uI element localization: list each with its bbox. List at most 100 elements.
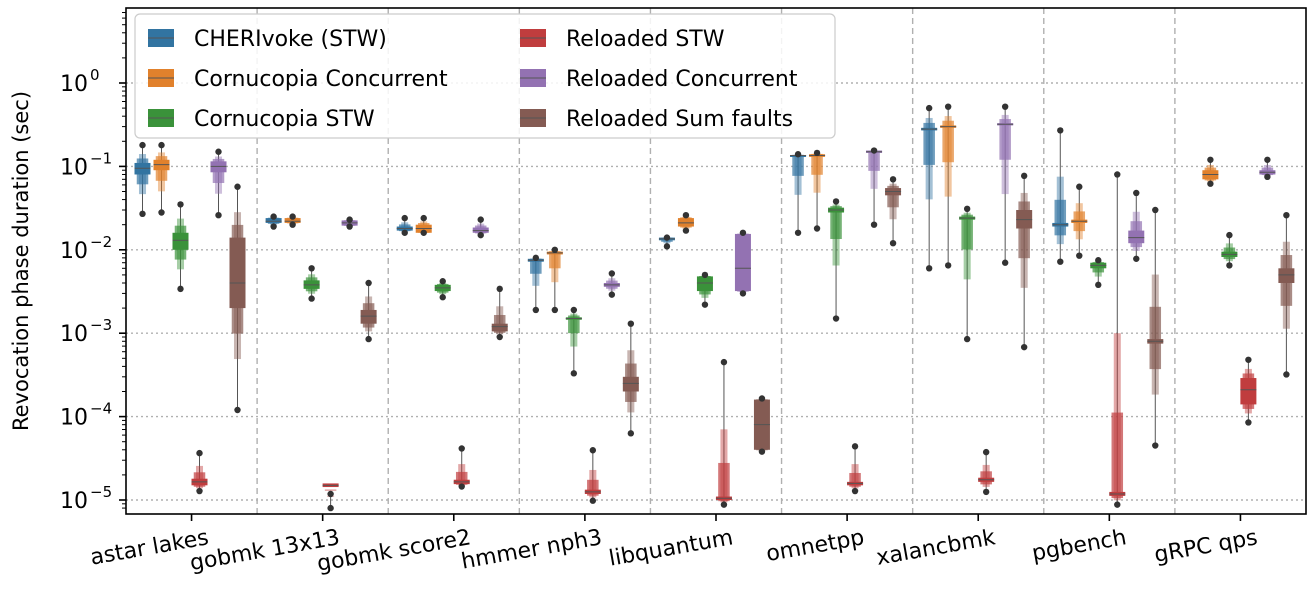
y-tick-label-2: 10 (60, 322, 88, 347)
outlier-min-group-1-series-4 (346, 223, 353, 230)
outlier-min-group-0-series-3 (196, 487, 203, 495)
outlier-min-group-0-series-1 (158, 209, 165, 216)
boxen-mid-group-5-series-0 (792, 154, 804, 176)
boxen-iqr-group-8-series-5 (1278, 268, 1295, 283)
outlier-max-group-6-series-5 (1020, 172, 1028, 180)
outlier-max-group-3-series-4 (608, 270, 616, 277)
boxen-iqr-group-4-series-4 (734, 233, 751, 292)
outlier-min-group-8-series-5 (1283, 371, 1290, 378)
outlier-max-group-6-series-3 (982, 448, 990, 456)
outlier-max-group-2-series-1 (420, 214, 427, 222)
outlier-min-group-2-series-4 (477, 231, 484, 239)
boxen-iqr-group-1-series-5 (360, 309, 377, 324)
outlier-min-group-7-series-0 (1057, 258, 1064, 265)
boxen-mid-group-1-series-3 (324, 489, 337, 491)
boxen-iqr-group-3-series-5 (622, 376, 639, 392)
legend-label-5: Reloaded Sum faults (566, 107, 793, 132)
boxen-iqr-group-4-series-1 (677, 218, 694, 227)
outlier-min-group-4-series-0 (663, 243, 671, 250)
legend-label-3: Reloaded STW (566, 27, 725, 52)
outlier-max-group-1-series-4 (346, 216, 353, 223)
boxen-iqr-group-4-series-2 (696, 276, 713, 292)
outlier-max-group-0-series-0 (139, 141, 146, 149)
outlier-max-group-5-series-4 (870, 147, 878, 154)
y-tick-exp-2: −3 (90, 316, 112, 334)
outlier-max-group-0-series-3 (196, 449, 203, 457)
boxen-mid-group-6-series-1 (942, 120, 954, 163)
outlier-max-group-7-series-0 (1057, 127, 1064, 134)
boxen-mid-group-6-series-0 (923, 122, 935, 165)
boxen-mid-group-3-series-0 (530, 258, 542, 274)
outlier-max-group-7-series-5 (1152, 206, 1159, 214)
outlier-max-group-4-series-2 (701, 271, 709, 279)
outlier-max-group-7-series-2 (1095, 257, 1102, 264)
outlier-max-group-5-series-0 (794, 151, 802, 158)
outlier-max-group-8-series-2 (1226, 231, 1233, 239)
legend-label-4: Reloaded Concurrent (566, 67, 798, 92)
y-tick-label-0: 10 (60, 489, 88, 514)
outlier-min-group-3-series-2 (570, 370, 578, 377)
outlier-max-group-6-series-1 (944, 103, 952, 110)
legend-label-1: Cornucopia Concurrent (194, 67, 448, 92)
outlier-max-group-3-series-2 (570, 306, 578, 314)
outlier-min-group-5-series-2 (832, 315, 840, 322)
boxen-mid-group-3-series-2 (568, 315, 580, 334)
outlier-max-group-8-series-1 (1207, 156, 1214, 163)
boxen-iqr-group-2-series-5 (491, 323, 508, 332)
y-tick-label-3: 10 (60, 239, 88, 264)
outlier-min-group-5-series-4 (870, 221, 878, 228)
legend-box (134, 13, 836, 139)
outlier-max-group-6-series-4 (1001, 103, 1009, 110)
boxen-mid-group-7-series-0 (1054, 199, 1067, 236)
outlier-min-group-4-series-5 (758, 448, 766, 455)
outlier-max-group-7-series-1 (1076, 183, 1083, 190)
outlier-max-group-2-series-2 (439, 278, 446, 285)
outlier-max-group-1-series-0 (270, 213, 277, 220)
outlier-max-group-2-series-5 (496, 285, 503, 293)
outlier-max-group-8-series-5 (1283, 211, 1290, 219)
boxen-mid-group-5-series-5 (887, 185, 899, 208)
outlier-min-group-4-series-3 (720, 501, 728, 508)
outlier-max-group-5-series-5 (889, 176, 897, 183)
outlier-min-group-2-series-5 (496, 333, 503, 341)
outlier-min-group-8-series-4 (1264, 173, 1271, 181)
boxen-mid-group-3-series-1 (549, 251, 561, 269)
outlier-min-group-3-series-0 (532, 306, 540, 314)
boxen-iqr-group-1-series-0 (265, 218, 282, 223)
outlier-min-group-8-series-1 (1207, 180, 1214, 187)
legend: CHERIvoke (STW) Cornucopia Concurrent Corn… (134, 13, 836, 139)
outlier-max-group-1-series-3 (327, 504, 334, 512)
outlier-min-group-5-series-0 (794, 229, 802, 236)
legend-label-0: CHERIvoke (STW) (194, 27, 387, 52)
outlier-min-group-3-series-4 (608, 291, 616, 298)
boxen-mid-group-7-series-5 (1149, 306, 1162, 370)
outlier-min-group-5-series-3 (851, 487, 859, 495)
outlier-max-group-4-series-4 (739, 229, 747, 236)
y-tick-exp-0: −5 (90, 483, 112, 501)
outlier-min-group-6-series-1 (944, 262, 952, 269)
outlier-min-group-1-series-0 (270, 223, 277, 230)
boxen-mid-group-5-series-4 (868, 150, 880, 171)
outlier-max-group-0-series-2 (177, 201, 184, 208)
boxen-mid-group-6-series-5 (1018, 201, 1030, 259)
boxen-mid-group-6-series-4 (999, 119, 1011, 160)
outlier-max-group-8-series-4 (1264, 156, 1271, 163)
outlier-min-group-6-series-5 (1020, 343, 1028, 351)
outlier-min-group-7-series-4 (1133, 255, 1140, 262)
y-axis-title: Revocation phase duration (sec) (9, 91, 33, 431)
outlier-min-group-0-series-5 (234, 406, 241, 414)
y-tick-exp-1: −4 (90, 400, 112, 418)
y-tick-exp-4: −1 (90, 149, 112, 167)
outlier-min-group-3-series-5 (627, 430, 635, 437)
boxen-mid-group-5-series-2 (830, 206, 842, 240)
outlier-max-group-6-series-2 (963, 205, 971, 213)
outlier-max-group-7-series-3 (1114, 171, 1121, 178)
outlier-max-group-5-series-2 (832, 198, 840, 205)
outlier-max-group-0-series-4 (215, 148, 222, 155)
outlier-min-group-8-series-2 (1226, 262, 1233, 269)
outlier-min-group-7-series-5 (1152, 442, 1159, 449)
y-tick-exp-5: 0 (90, 66, 100, 84)
outlier-min-group-1-series-5 (365, 335, 372, 343)
outlier-max-group-6-series-0 (925, 104, 933, 112)
